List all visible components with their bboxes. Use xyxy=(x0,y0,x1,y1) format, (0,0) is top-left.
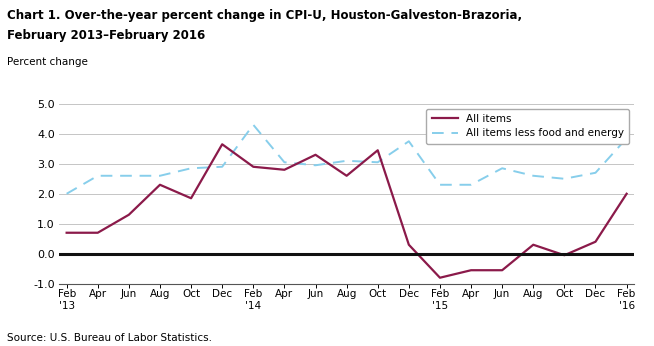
All items xyxy=(249,165,257,169)
All items xyxy=(529,243,537,247)
All items less food and energy xyxy=(125,174,133,178)
All items less food and energy xyxy=(467,183,475,187)
All items less food and energy xyxy=(529,174,537,178)
All items less food and energy xyxy=(592,171,600,175)
All items xyxy=(94,231,101,235)
Text: Percent change: Percent change xyxy=(7,57,88,67)
All items less food and energy xyxy=(560,177,568,181)
All items xyxy=(311,153,319,157)
All items xyxy=(436,276,444,280)
All items xyxy=(467,268,475,272)
All items xyxy=(343,174,351,178)
All items less food and energy xyxy=(405,139,413,143)
All items less food and energy xyxy=(281,160,288,164)
All items xyxy=(218,142,226,146)
All items xyxy=(592,240,600,244)
Line: All items: All items xyxy=(67,144,627,278)
All items xyxy=(63,231,71,235)
All items less food and energy xyxy=(156,174,164,178)
All items less food and energy xyxy=(498,166,506,170)
All items xyxy=(125,213,133,217)
All items xyxy=(498,268,506,272)
All items less food and energy xyxy=(187,166,195,170)
All items xyxy=(156,183,164,187)
All items less food and energy xyxy=(63,192,71,196)
Legend: All items, All items less food and energy: All items, All items less food and energ… xyxy=(426,109,629,144)
All items less food and energy xyxy=(311,163,319,167)
All items less food and energy xyxy=(218,165,226,169)
All items xyxy=(281,168,288,172)
All items less food and energy xyxy=(436,183,444,187)
All items xyxy=(374,148,382,152)
Line: All items less food and energy: All items less food and energy xyxy=(67,125,627,194)
All items xyxy=(623,192,630,196)
Text: February 2013–February 2016: February 2013–February 2016 xyxy=(7,29,205,43)
All items xyxy=(405,243,413,247)
All items less food and energy xyxy=(249,123,257,127)
All items xyxy=(560,253,568,257)
Text: Source: U.S. Bureau of Labor Statistics.: Source: U.S. Bureau of Labor Statistics. xyxy=(7,333,211,343)
Text: Chart 1. Over-the-year percent change in CPI-U, Houston-Galveston-Brazoria,: Chart 1. Over-the-year percent change in… xyxy=(7,9,522,22)
All items less food and energy xyxy=(343,159,351,163)
All items less food and energy xyxy=(623,136,630,140)
All items xyxy=(187,196,195,200)
All items less food and energy xyxy=(94,174,101,178)
All items less food and energy xyxy=(374,160,382,164)
